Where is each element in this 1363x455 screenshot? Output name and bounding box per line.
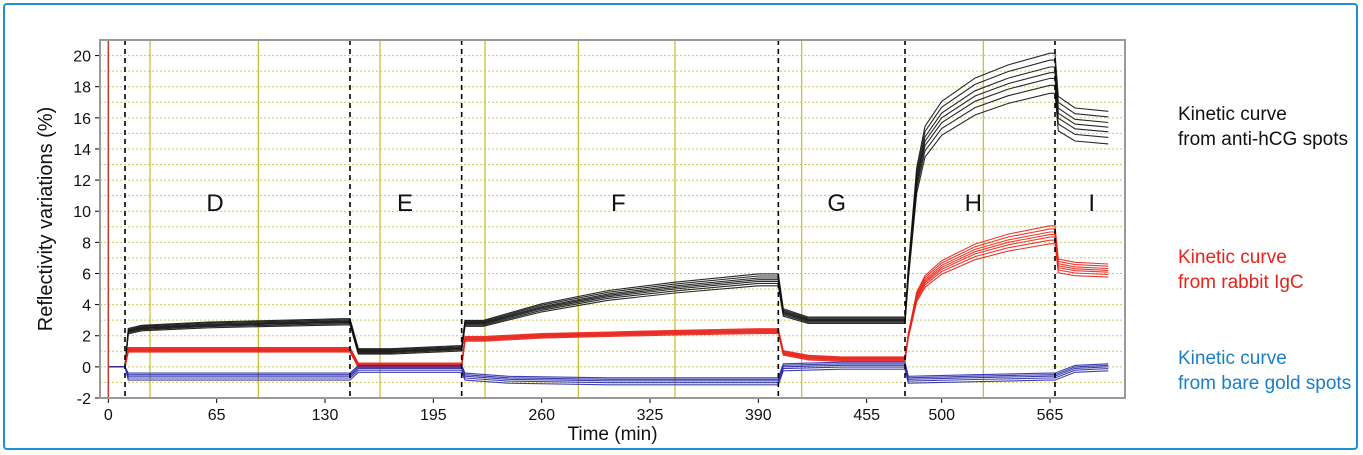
legend-bare-gold-line2: from bare gold spots: [1178, 373, 1352, 394]
legend-rabbit-igg-line2: from rabbit IgC: [1178, 272, 1304, 293]
y-axis-ticks: -2 0 2 4 6 8 10 12 14 16 18 20: [73, 49, 100, 408]
legend-anti-hcg-line2: from anti-hCG spots: [1178, 129, 1348, 150]
x-tick-label: 195: [420, 407, 447, 424]
legend-rabbit-igg-line1: Kinetic curve: [1178, 247, 1287, 268]
y-tick-label: 14: [73, 142, 91, 159]
series-line-anti-hcg: [108, 72, 1109, 368]
x-tick-label: 455: [853, 407, 880, 424]
y-tick-label: 2: [82, 329, 91, 346]
series-line-rabbit-igg: [108, 234, 1109, 368]
x-tick-label: 500: [928, 407, 955, 424]
y-axis-label: Reflectivity variations (%): [35, 107, 57, 332]
y-tick-label: 8: [82, 235, 91, 252]
phase-label-F: F: [611, 190, 626, 217]
series-line-bare-gold: [108, 366, 1109, 384]
y-tick-label: 16: [73, 111, 91, 128]
series-line-anti-hcg: [108, 84, 1109, 368]
phase-label-H: H: [965, 190, 982, 217]
series-line-anti-hcg: [108, 59, 1109, 368]
phase-label-D: D: [206, 190, 223, 217]
phase-label-G: G: [827, 190, 846, 217]
y-tick-label: 18: [73, 80, 91, 97]
legend-bare-gold: Kinetic curve from bare gold spots: [1178, 346, 1351, 396]
y-tick-label: 6: [82, 266, 91, 283]
legend-anti-hcg: Kinetic curve from anti-hCG spots: [1178, 102, 1348, 152]
figure-frame: [3, 3, 1358, 450]
series-line-anti-hcg: [108, 52, 1109, 368]
series-layer: [108, 52, 1109, 386]
y-tick-label: 0: [82, 360, 91, 377]
series-line-bare-gold: [108, 366, 1109, 386]
series-line-bare-gold: [108, 364, 1109, 382]
series-line-rabbit-igg: [108, 228, 1109, 368]
x-tick-label: 65: [208, 407, 226, 424]
legend-anti-hcg-line1: Kinetic curve: [1178, 104, 1287, 125]
series-line-rabbit-igg: [108, 231, 1109, 368]
x-tick-label: 390: [745, 407, 772, 424]
legend-bare-gold-line1: Kinetic curve: [1178, 348, 1287, 369]
series-line-rabbit-igg: [108, 239, 1109, 368]
y-tick-label: 20: [73, 49, 91, 66]
x-tick-label: 325: [637, 407, 664, 424]
x-tick-label: 565: [1037, 407, 1064, 424]
x-axis-ticks: 0 65 130 195 260 325 390 455 500 565: [104, 398, 1064, 424]
phase-label-I: I: [1088, 190, 1095, 217]
y-tick-label: 12: [73, 173, 91, 190]
legend-rabbit-igg: Kinetic curve from rabbit IgC: [1178, 245, 1304, 295]
y-tick-label: 4: [82, 298, 91, 315]
plot-border: [99, 39, 1126, 399]
series-line-rabbit-igg: [108, 243, 1109, 369]
series-line-anti-hcg: [108, 77, 1109, 368]
phase-label-E: E: [397, 190, 413, 217]
x-tick-label: 260: [528, 407, 555, 424]
series-line-bare-gold: [108, 361, 1109, 379]
y-tick-label: -2: [77, 391, 91, 408]
phase-labels: D E F G H I: [206, 190, 1095, 217]
y-tick-label: 10: [73, 204, 91, 221]
series-line-anti-hcg: [108, 92, 1109, 368]
x-axis-label: Time (min): [567, 424, 657, 445]
series-line-anti-hcg: [108, 66, 1109, 368]
series-line-bare-gold: [108, 363, 1109, 380]
series-line-rabbit-igg: [108, 225, 1109, 368]
plot-area: [100, 40, 1125, 398]
x-tick-label: 0: [104, 407, 113, 424]
series-line-rabbit-igg: [108, 236, 1109, 368]
x-tick-label: 130: [312, 407, 339, 424]
